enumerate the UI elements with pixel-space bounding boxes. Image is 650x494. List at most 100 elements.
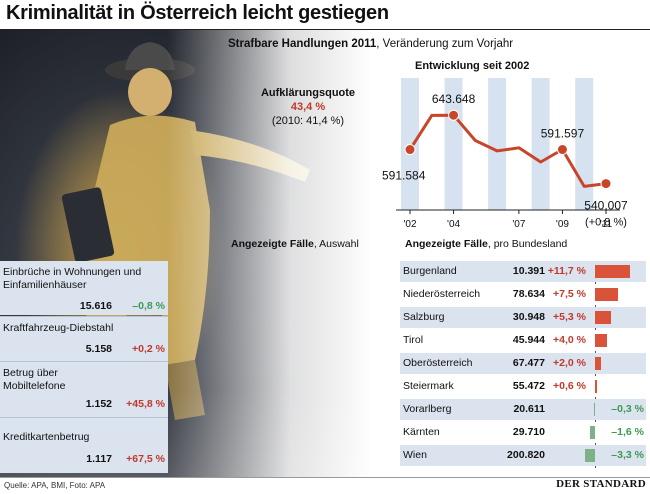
bundesland-bar: [590, 426, 595, 439]
bundesland-row: Burgenland 10.391 +11,7 %: [400, 261, 646, 282]
bundesland-change: +7,5 %: [553, 288, 586, 300]
bundesland-name: Wien: [403, 449, 427, 461]
auswahl-change: +67,5 %: [126, 453, 165, 465]
bundesland-bar: [585, 449, 595, 462]
bundesland-cases: 45.944: [512, 334, 545, 346]
aufklaerung-previous: (2010: 41,4 %): [271, 115, 345, 127]
bundesland-bar: [594, 403, 596, 416]
x-tick-label: '09: [556, 219, 569, 230]
line-chart: '02 '04 '07 '09 '11 591.584 643.648 591.597 540.…: [382, 78, 628, 230]
publisher-logo: DER STANDARD: [556, 478, 646, 490]
auswahl-value: 1.152: [85, 398, 112, 410]
bundesland-cases: 29.710: [512, 426, 545, 438]
year-band: [488, 78, 507, 210]
bundesland-row: Niederösterreich 78.634 +7,5 %: [400, 284, 646, 305]
bundesland-bar: [595, 334, 607, 347]
bundesland-bar: [595, 357, 601, 370]
year-band: [575, 78, 594, 210]
x-tick-label: '11: [600, 219, 613, 230]
bundesland-cases: 10.391: [512, 265, 545, 277]
bundesland-name: Kärnten: [403, 426, 440, 438]
auswahl-change: +45,8 %: [126, 398, 165, 410]
final-change-label: (+0,8 %): [585, 217, 627, 229]
bundesland-change: +0,6 %: [553, 380, 586, 392]
subtitle-bold: Strafbare Handlungen 2011: [228, 38, 377, 50]
bundesland-change: +11,7 %: [547, 265, 586, 277]
bundesland-name: Salzburg: [403, 311, 445, 323]
bundesland-change: –0,3 %: [611, 403, 644, 415]
x-tick-label: '07: [512, 219, 525, 230]
bundesland-cases: 20.611: [513, 403, 545, 415]
bundesland-cases: 30.948: [512, 311, 545, 323]
auswahl-heading: Angezeigte Fälle, Auswahl: [231, 238, 359, 250]
auswahl-value: 1.117: [86, 453, 112, 465]
data-label: 591.584: [382, 169, 426, 183]
data-label: 540.007: [584, 199, 628, 213]
year-band: [444, 78, 463, 210]
bundesland-row: Tirol 45.944 +4,0 %: [400, 330, 646, 351]
bundesland-name: Burgenland: [403, 265, 457, 277]
bundesland-change: –3,3 %: [611, 449, 644, 461]
bundesland-cases: 200.820: [507, 449, 545, 461]
bundesland-name: Steiermark: [403, 380, 454, 392]
auswahl-row-kredit: Kreditkartenbetrug 1.117 +67,5 %: [0, 417, 168, 473]
bundesland-change: –1,6 %: [611, 426, 644, 438]
subtitle-rest: , Veränderung zum Vorjahr: [376, 38, 514, 50]
bundesland-row: Steiermark 55.472 +0,6 %: [400, 376, 646, 397]
auswahl-change: +0,2 %: [132, 343, 165, 355]
bundesland-row: Salzburg 30.948 +5,3 %: [400, 307, 646, 328]
series-line: [408, 113, 607, 188]
bundesland-cases: 78.634: [512, 288, 545, 300]
auswahl-change: –0,8 %: [132, 300, 165, 312]
data-point: [404, 144, 416, 156]
auswahl-row-kfz: Kraftfahrzeug-Diebstahl 5.158 +0,2 %: [0, 316, 168, 361]
auswahl-name: Kraftfahrzeug-Diebstahl: [3, 322, 114, 334]
data-point: [556, 144, 568, 156]
bundesland-bar: [595, 380, 597, 393]
subtitle: Strafbare Handlungen 2011, Veränderung z…: [228, 38, 513, 50]
auswahl-value: 5.158: [85, 343, 112, 355]
auswahl-name: Einbrüche in Wohnungen und Einfamilienhä…: [3, 266, 142, 291]
bundesland-row: Vorarlberg 20.611 –0,3 %: [400, 399, 646, 420]
bundesland-row: Oberösterreich 67.477 +2,0 %: [400, 353, 646, 374]
aufklaerung-label: Aufklärungsquote: [260, 87, 356, 99]
auswahl-name: Betrug über Mobiltelefone: [3, 367, 66, 392]
line-chart-title: Entwicklung seit 2002: [415, 60, 530, 72]
auswahl-name: Kreditkartenbetrug: [3, 431, 90, 443]
bundesland-row: Wien 200.820 –3,3 %: [400, 445, 646, 466]
data-label: 591.597: [541, 127, 585, 141]
data-label: 643.648: [432, 92, 476, 106]
x-tick-label: '02: [403, 219, 416, 230]
bundesland-bar: [595, 288, 618, 301]
bundesland-change: +4,0 %: [553, 334, 586, 346]
year-band: [401, 78, 419, 210]
aufklaerung-value: 43,4 %: [290, 101, 326, 113]
bundesland-row: Kärnten 29.710 –1,6 %: [400, 422, 646, 443]
bundesland-heading-bold: Angezeigte Fälle: [405, 238, 488, 250]
bundesland-heading-rest: , pro Bundesland: [487, 238, 568, 250]
data-point: [448, 109, 460, 121]
footer-divider: [0, 477, 650, 478]
x-tick-label: '04: [447, 219, 460, 230]
title-divider: [0, 29, 650, 30]
source-note: Quelle: APA, BMI, Foto: APA: [4, 481, 106, 490]
page-title: Kriminalität in Österreich leicht gestie…: [6, 2, 389, 24]
bundesland-name: Oberösterreich: [403, 357, 473, 369]
bundesland-change: +5,3 %: [553, 311, 586, 323]
bundesland-change: +2,0 %: [553, 357, 586, 369]
auswahl-row-einbrueche: Einbrüche in Wohnungen und Einfamilienhä…: [0, 261, 168, 315]
bundesland-name: Tirol: [403, 334, 424, 346]
bundesland-bar: [595, 311, 611, 324]
auswahl-value: 15.616: [79, 300, 112, 312]
bundesland-name: Vorarlberg: [403, 403, 452, 415]
auswahl-row-mobil: Betrug über Mobiltelefone 1.152 +45,8 %: [0, 361, 168, 417]
auswahl-heading-rest: , Auswahl: [313, 238, 359, 250]
bundesland-cases: 55.472: [512, 380, 545, 392]
auswahl-heading-bold: Angezeigte Fälle: [231, 238, 314, 250]
aufklaerungsquote: Aufklärungsquote 43,4 % (2010: 41,4 %): [248, 86, 368, 128]
year-band: [531, 78, 550, 210]
bundesland-name: Niederösterreich: [403, 288, 481, 300]
bundesland-heading: Angezeigte Fälle, pro Bundesland: [405, 238, 567, 250]
bundesland-cases: 67.477: [512, 357, 545, 369]
